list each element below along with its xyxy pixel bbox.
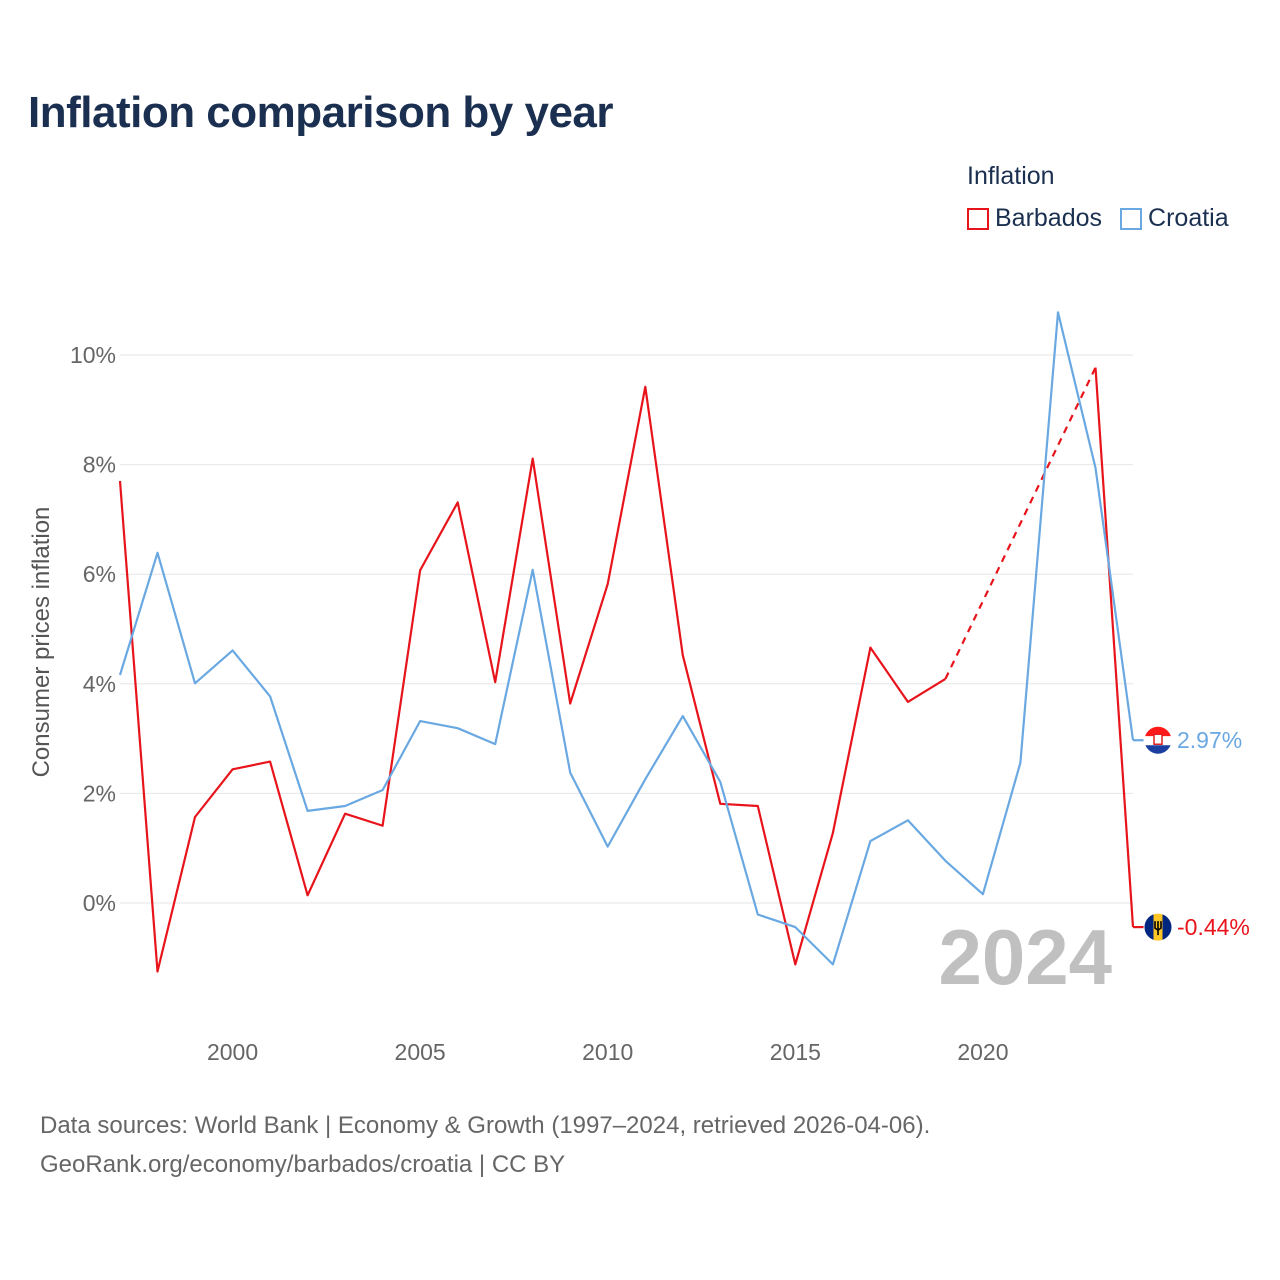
legend-label-croatia: Croatia (1148, 204, 1229, 232)
year-watermark: 2024 (938, 913, 1112, 1001)
x-tick-label: 2010 (582, 1039, 633, 1065)
data-point-croatia[interactable] (192, 680, 198, 686)
data-point-croatia[interactable] (117, 672, 123, 678)
data-point-barbados[interactable] (567, 701, 573, 707)
legend-title: Inflation (967, 162, 1055, 190)
data-point-croatia[interactable] (455, 725, 461, 731)
end-value-label-croatia: 2.97% (1177, 727, 1242, 753)
data-point-croatia[interactable] (155, 550, 161, 556)
data-point-croatia[interactable] (342, 803, 348, 809)
data-point-croatia[interactable] (755, 912, 761, 918)
data-point-barbados[interactable] (305, 892, 311, 898)
data-point-barbados[interactable] (755, 803, 761, 809)
legend: Barbados Croatia (967, 204, 1247, 233)
data-point-croatia[interactable] (1055, 309, 1061, 315)
flag-croatia-icon (1143, 725, 1173, 755)
data-point-barbados[interactable] (605, 581, 611, 587)
data-point-croatia[interactable] (1017, 760, 1023, 766)
series-line-barbados[interactable] (118, 385, 946, 973)
footer: Data sources: World Bank | Economy & Gro… (40, 1106, 930, 1184)
data-point-barbados[interactable] (117, 478, 123, 484)
y-tick-label: 6% (83, 561, 116, 587)
data-point-barbados[interactable] (192, 814, 198, 820)
data-point-barbados[interactable] (455, 499, 461, 505)
series-line-croatia[interactable] (118, 311, 1135, 966)
data-point-barbados[interactable] (830, 830, 836, 836)
data-point-croatia[interactable] (642, 776, 648, 782)
footer-link[interactable]: GeoRank.org/economy/barbados/croatia | C… (40, 1151, 566, 1178)
y-tick-label: 4% (83, 671, 116, 697)
data-point-barbados[interactable] (342, 811, 348, 817)
data-point-croatia[interactable] (305, 808, 311, 814)
data-point-barbados[interactable] (942, 676, 948, 682)
data-point-croatia[interactable] (605, 844, 611, 850)
data-point-barbados[interactable] (717, 801, 723, 807)
data-point-barbados[interactable] (155, 969, 161, 975)
data-point-barbados[interactable] (380, 823, 386, 829)
legend-label-barbados: Barbados (995, 204, 1103, 232)
y-tick-label: 8% (83, 452, 116, 478)
x-tick-label: 2015 (770, 1039, 821, 1065)
data-point-croatia[interactable] (492, 741, 498, 747)
legend-item-barbados[interactable]: Barbados (967, 204, 1102, 233)
end-value-label-barbados: -0.44% (1177, 914, 1250, 940)
y-tick-label: 10% (70, 342, 116, 368)
data-point-croatia[interactable] (380, 787, 386, 793)
data-point-croatia[interactable] (905, 817, 911, 823)
series-line-barbados-gap[interactable] (944, 367, 1097, 680)
data-point-croatia[interactable] (942, 858, 948, 864)
x-tick-label: 2000 (207, 1039, 258, 1065)
data-point-barbados[interactable] (1092, 365, 1098, 371)
data-point-croatia[interactable] (530, 567, 536, 573)
data-point-barbados[interactable] (680, 652, 686, 658)
data-point-croatia[interactable] (230, 647, 236, 653)
data-point-croatia[interactable] (267, 693, 273, 699)
data-point-barbados[interactable] (230, 766, 236, 772)
data-point-barbados[interactable] (792, 961, 798, 967)
legend-swatch-barbados (967, 207, 989, 230)
legend-swatch-croatia (1120, 207, 1143, 230)
data-point-croatia[interactable] (417, 718, 423, 724)
chart-title: Inflation comparison by year (28, 88, 614, 137)
x-tick-label: 2020 (957, 1039, 1008, 1065)
x-tick-label: 2005 (395, 1039, 446, 1065)
data-point-barbados[interactable] (417, 567, 423, 573)
data-point-barbados[interactable] (867, 645, 873, 651)
legend-item-croatia[interactable]: Croatia (1120, 204, 1229, 233)
data-point-croatia[interactable] (792, 924, 798, 930)
data-point-croatia[interactable] (567, 770, 573, 776)
data-point-barbados[interactable] (530, 456, 536, 462)
y-tick-label: 0% (83, 890, 116, 916)
footer-sources: Data sources: World Bank | Economy & Gro… (40, 1112, 931, 1139)
series-line-barbados[interactable] (1094, 367, 1135, 928)
y-tick-label: 2% (83, 780, 116, 806)
data-point-barbados[interactable] (267, 759, 273, 765)
data-point-barbados[interactable] (905, 699, 911, 705)
data-point-croatia[interactable] (830, 961, 836, 967)
data-point-croatia[interactable] (717, 779, 723, 785)
data-point-croatia[interactable] (980, 891, 986, 897)
data-point-croatia[interactable] (1092, 465, 1098, 471)
data-point-croatia[interactable] (867, 838, 873, 844)
data-point-croatia[interactable] (680, 713, 686, 719)
data-point-barbados[interactable] (492, 679, 498, 685)
flag-barbados-icon (1143, 912, 1173, 942)
data-point-barbados[interactable] (642, 384, 648, 390)
